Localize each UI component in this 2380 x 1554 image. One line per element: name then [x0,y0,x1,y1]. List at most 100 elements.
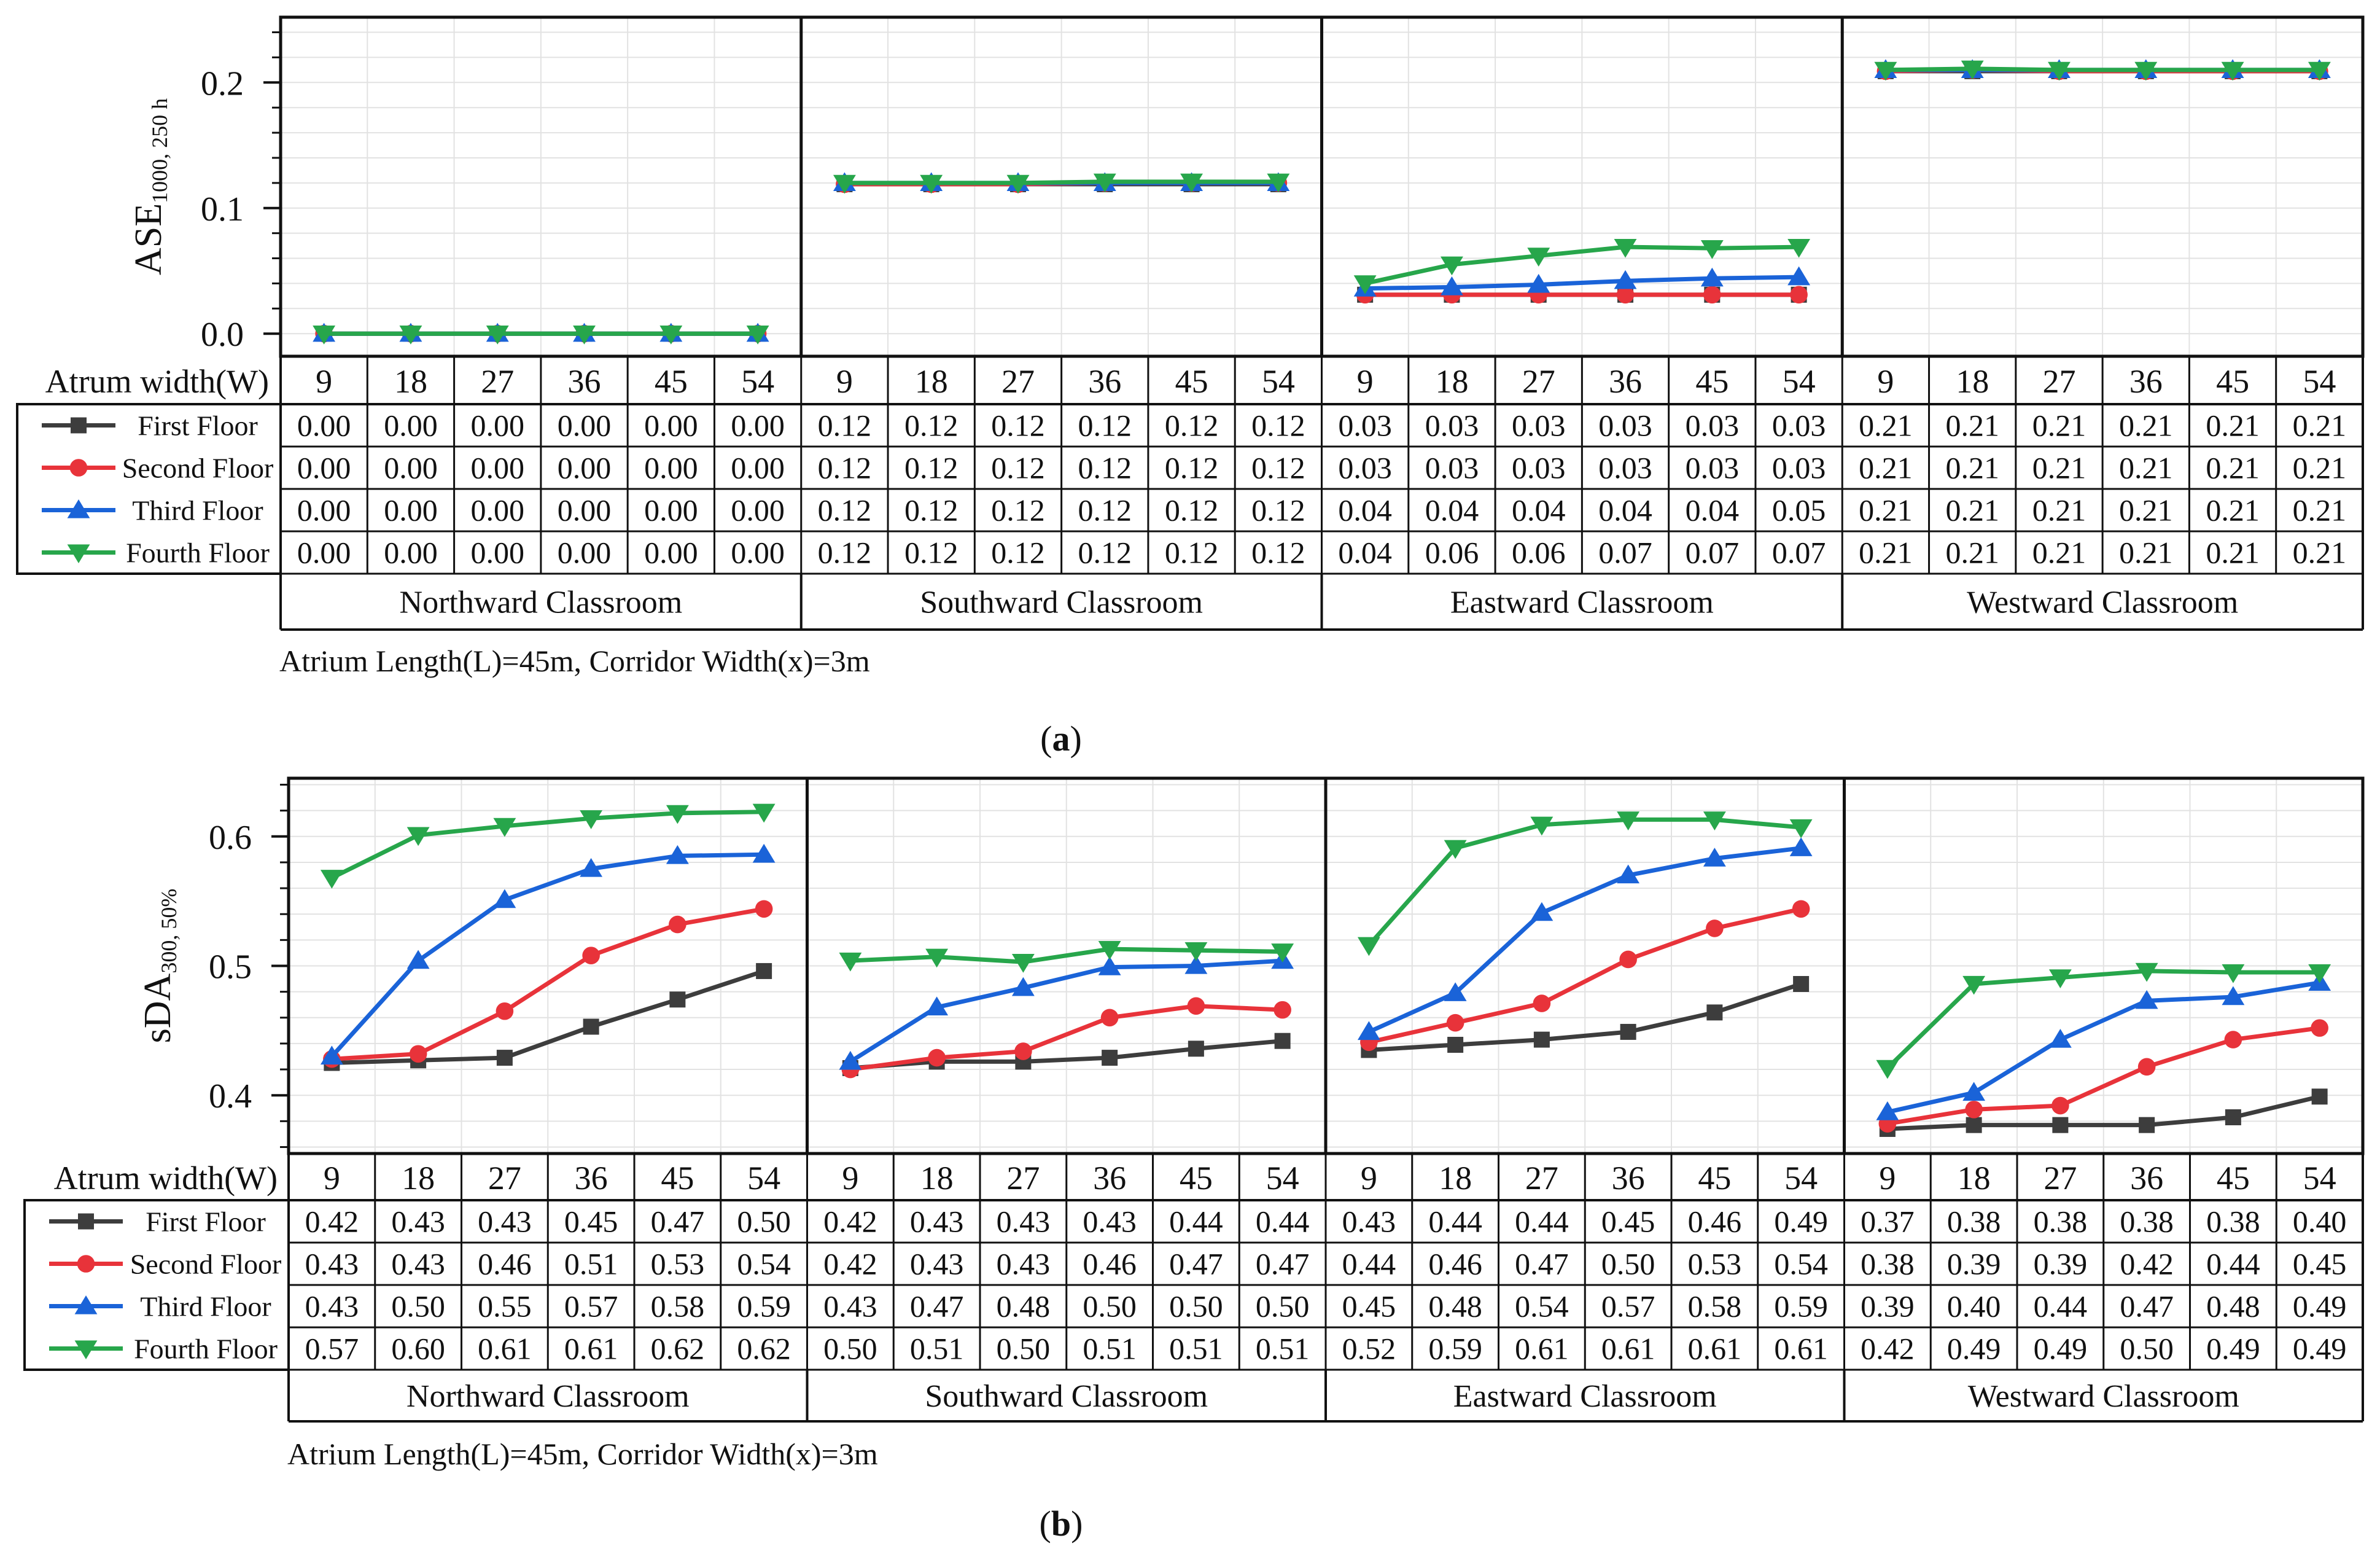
table-cell-value: 0.21 [1945,451,1999,485]
table-cell-value: 0.21 [2206,493,2260,528]
x-tick-label: 45 [661,1160,694,1197]
table-cell-value: 0.21 [2119,451,2173,485]
series-line-second [1887,1026,2320,1126]
data-point-second [2137,1058,2156,1076]
data-point-fourth [1357,937,1380,956]
x-tick-label: 45 [1698,1160,1731,1197]
table-cell-value: 0.00 [297,451,351,485]
table-cell-value: 0.21 [2293,408,2347,443]
table-cell-value: 0.21 [1945,408,1999,443]
legend-marker-third [67,499,90,518]
table-cell-value: 0.03 [1598,451,1652,485]
data-table: Atrum width(W) 9 18 27 36 45 54 9 18 27 36 45 54 9 18 2… [16,356,2364,631]
series [320,803,2331,1137]
table-cell-value: 0.43 [997,1247,1051,1281]
data-point-third [1184,955,1208,974]
table-cell-value: 0.00 [558,536,612,570]
table-cell-value: 0.52 [1342,1332,1396,1366]
data-point-second [1533,994,1551,1012]
data-point-second [1619,950,1637,969]
table-cell-value: 0.12 [991,408,1045,443]
table-cell-value: 0.00 [384,493,438,528]
table-cell-value: 0.43 [391,1205,445,1239]
table-cell-value: 0.61 [478,1332,532,1366]
table-cell-value: 0.00 [558,408,612,443]
legend-label-first: First Floor [146,1206,266,1238]
series-fourth [313,60,2331,345]
table-cell-value: 0.12 [818,451,872,485]
data-point-fourth [1789,819,1813,838]
table-cell-value: 0.61 [1774,1332,1828,1366]
table-cell-value: 0.21 [2119,493,2173,528]
x-tick-label: 9 [842,1160,858,1197]
data-point-first [496,1050,513,1066]
table-cell-value: 0.12 [818,536,872,570]
legend-marker-first [78,1213,94,1230]
table-cell-value: 0.21 [1859,536,1913,570]
table-cell-value: 0.03 [1686,408,1740,443]
table-cell-value: 0.57 [564,1289,618,1324]
table-cell-value: 0.47 [1515,1247,1569,1281]
data-point-first [2225,1109,2241,1126]
data-point-fourth [1006,174,1030,194]
legend-label-third: Third Floor [140,1291,271,1322]
data-point-fourth [2135,962,2158,982]
table-cell-value: 0.50 [2120,1332,2174,1366]
legend-label-second: Second Floor [122,453,274,484]
data-point-third [666,845,689,864]
y-tick-label: 0.4 [209,1077,252,1115]
data-point-fourth [313,326,336,345]
table-cell-value: 0.57 [1601,1289,1655,1324]
x-tick-label: 18 [1435,363,1468,400]
data-point-fourth [1700,240,1724,259]
data-point-third [925,996,949,1016]
series-line-fourth [1367,817,1802,947]
table-cell-value: 0.42 [2120,1247,2174,1281]
table-cell-value: 0.43 [997,1205,1051,1239]
series-line-fourth [844,179,1278,185]
table-cell-value: 0.00 [731,493,785,528]
data-point-fourth [573,326,596,345]
y-tick-label: 0.1 [201,190,244,228]
data-point-fourth [925,948,949,968]
table-cell-value: 0.60 [391,1332,445,1366]
table-cell-value: 0.46 [1083,1247,1137,1281]
table-cell-value: 0.12 [1078,408,1132,443]
y-tick-label: 0.0 [201,316,244,354]
table-cell-value: 0.45 [2293,1247,2347,1281]
panel-label-letter: b [1051,1504,1071,1544]
table-cell-value: 0.03 [1598,408,1652,443]
table-cell-value: 0.03 [1772,451,1826,485]
table-cell-value: 0.43 [391,1247,445,1281]
legend-item-third: Third Floor [49,1291,271,1322]
data-point-second [928,1048,946,1067]
series-second [323,900,2328,1133]
panel-label: (a) [1040,719,1082,759]
table-cell-value: 0.54 [737,1247,791,1281]
table-cell-value: 0.44 [2034,1289,2088,1324]
table-cell-value: 0.51 [564,1247,618,1281]
y-axis: 0.0 0.1 0.2 ASE1000, 250 h [128,31,281,354]
table-cell-value: 0.12 [1165,536,1219,570]
data-point-fourth [493,818,516,837]
data-point-third [320,1045,343,1065]
table-cell-value: 0.21 [1945,493,1999,528]
y-axis-title-subscript: 1000, 250 h [147,98,172,203]
table-cell-value: 0.38 [1861,1247,1915,1281]
table-cell-value: 0.46 [1428,1247,1482,1281]
table-cell-value: 0.48 [1428,1289,1482,1324]
legend-marker-third [74,1295,98,1314]
chart-caption: Atrium Length(L)=45m, Corridor Width(x)=… [279,644,870,678]
table-cell-value: 0.05 [1772,493,1826,528]
table-cell-value: 0.00 [644,493,698,528]
table-cell-value: 0.49 [1947,1332,2001,1366]
table-cell-value: 0.49 [2206,1332,2260,1366]
legend-item-second: Second Floor [49,1249,281,1280]
data-point-fourth [839,952,862,972]
series-third [320,837,2331,1120]
data-point-fourth [1962,975,1986,995]
table-cell-value: 0.06 [1512,536,1566,570]
group-label: Southward Classroom [920,585,1203,620]
table-cell-value: 0.54 [1515,1289,1569,1324]
